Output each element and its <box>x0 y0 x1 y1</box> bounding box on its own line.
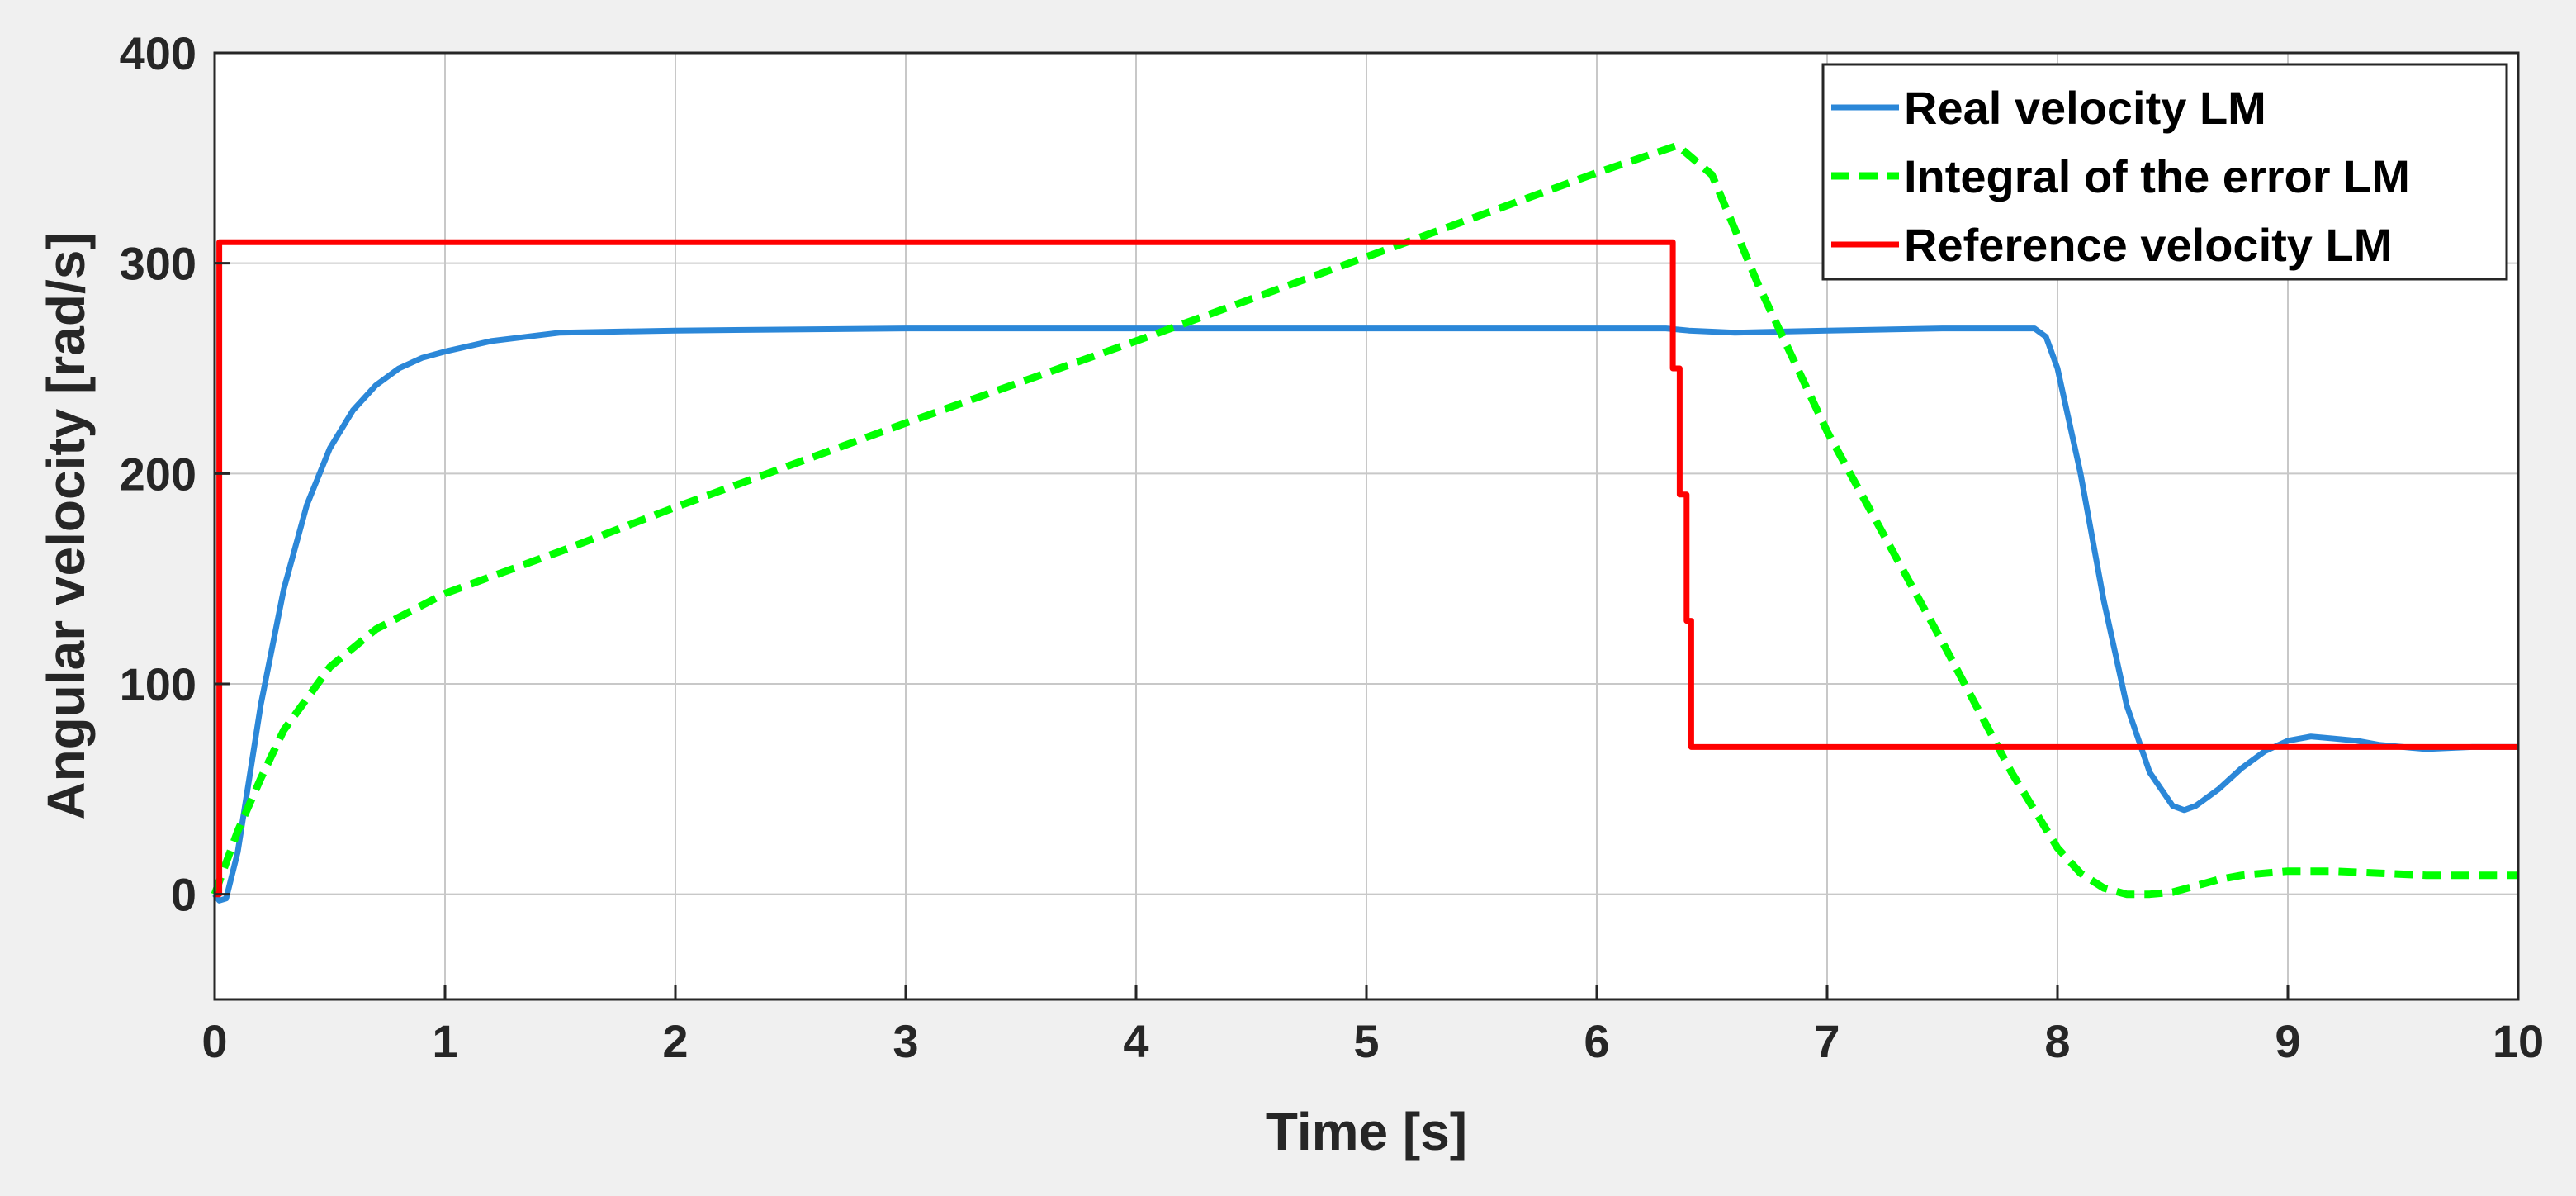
x-tick-label: 6 <box>1584 1015 1609 1067</box>
x-tick-label: 4 <box>1123 1015 1148 1067</box>
legend: Real velocity LM Integral of the error LM… <box>1823 64 2507 279</box>
x-tick-label: 5 <box>1353 1015 1379 1067</box>
y-tick-label: 200 <box>120 448 197 500</box>
y-tick-label: 100 <box>120 658 197 710</box>
x-tick-label: 7 <box>1814 1015 1840 1067</box>
y-tick-label: 300 <box>120 238 197 290</box>
x-tick-label: 1 <box>432 1015 457 1067</box>
legend-label-1: Real velocity LM <box>1904 82 2266 134</box>
legend-label-3: Reference velocity LM <box>1904 219 2392 271</box>
x-tick-label: 9 <box>2275 1015 2300 1067</box>
y-tick-label: 400 <box>120 27 197 79</box>
x-axis-label: Time [s] <box>1266 1102 1467 1161</box>
x-tick-label: 8 <box>2044 1015 2070 1067</box>
x-tick-label: 0 <box>201 1015 227 1067</box>
y-tick-label: 0 <box>171 869 197 921</box>
x-tick-label: 3 <box>893 1015 918 1067</box>
x-tick-label: 2 <box>662 1015 688 1067</box>
x-tick-label: 10 <box>2493 1015 2544 1067</box>
legend-label-2: Integral of the error LM <box>1904 150 2410 202</box>
y-axis-label: Angular velocity [rad/s] <box>36 232 96 819</box>
